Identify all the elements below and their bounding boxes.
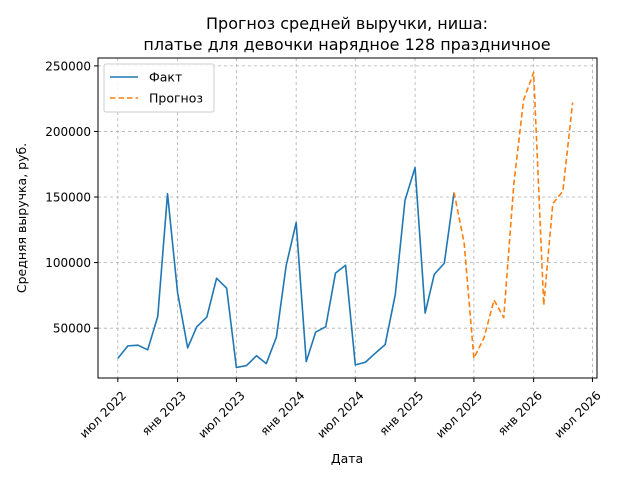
legend-box [103, 63, 215, 113]
y-tick-label: 150000 [45, 191, 91, 205]
x-tick-label: янв 2024 [258, 388, 308, 438]
y-tick-label: 50000 [53, 322, 91, 336]
x-tick-label: июл 2026 [552, 388, 604, 440]
x-tick-label: июл 2025 [433, 388, 485, 440]
legend: Факт Прогноз [103, 63, 215, 113]
y-axis-label: Средняя выручка, руб. [14, 143, 29, 293]
y-tick-label: 100000 [45, 256, 91, 270]
chart-title-line-2: платье для девочки нарядное 128 празднич… [143, 35, 550, 54]
series-line-fact [117, 166, 455, 369]
x-tick-label: янв 2026 [495, 388, 545, 438]
legend-label-forecast: Прогноз [149, 91, 203, 106]
series-line-forecast [453, 71, 574, 360]
x-axis-ticks: июл 2022 янв 2023 июл 2023 янв 2024 июл 2024… [77, 378, 604, 441]
x-tick-label: июл 2022 [77, 388, 129, 440]
chart-title-line-1: Прогноз средней выручки, ниша: [206, 14, 488, 33]
x-tick-label: июл 2023 [195, 388, 247, 440]
y-axis-ticks: 50000 100000 150000 200000 250000 [45, 59, 98, 336]
y-tick-label: 200000 [45, 125, 91, 139]
x-tick-label: июл 2024 [314, 388, 366, 440]
x-tick-label: янв 2025 [377, 388, 427, 438]
plot-series [117, 71, 574, 369]
grid [98, 58, 597, 378]
x-axis-label: Дата [331, 451, 363, 466]
x-tick-label: янв 2023 [139, 388, 189, 438]
legend-label-fact: Факт [149, 70, 182, 85]
plot-frame [97, 57, 598, 379]
y-tick-label: 250000 [45, 59, 91, 73]
